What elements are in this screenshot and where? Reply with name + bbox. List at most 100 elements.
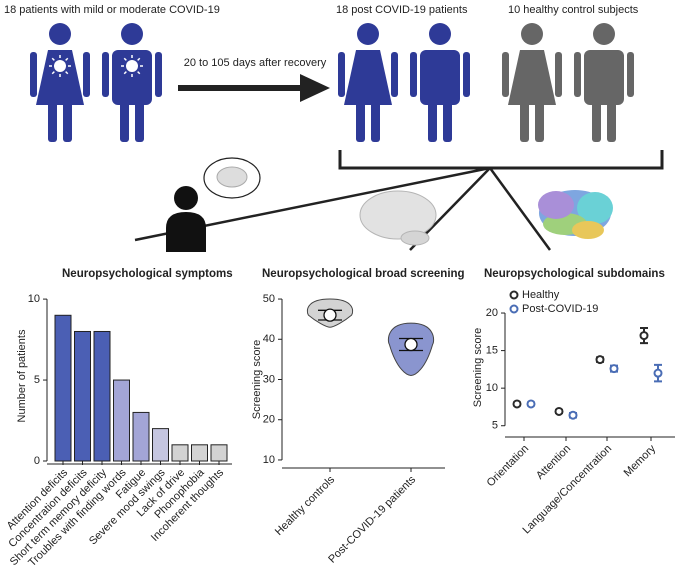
bar [54, 314, 72, 462]
speaker-icon [166, 157, 261, 252]
bar [210, 444, 228, 462]
brain-icon [359, 190, 437, 246]
arm [463, 52, 470, 97]
y-axis-label: Screening score [472, 328, 484, 408]
virus-spike [51, 57, 55, 61]
arm [338, 52, 345, 97]
legend-label: Post-COVID-19 [522, 303, 598, 315]
y-tick-label: 10 [28, 293, 40, 305]
group-label: 18 post COVID-19 patients [336, 4, 468, 16]
y-tick-label: 15 [486, 345, 498, 357]
bar [171, 444, 189, 462]
leg [135, 100, 144, 142]
y-tick-label: 40 [263, 333, 275, 345]
y-tick-label: 0 [34, 455, 40, 467]
chart-title: Neuropsychological subdomains [484, 268, 665, 280]
virus-spike [123, 57, 127, 61]
arm [627, 52, 634, 97]
mean-point [323, 308, 337, 322]
virus-spike [65, 71, 69, 75]
group-label: 18 patients with mild or moderate COVID-… [4, 4, 220, 16]
dress [508, 50, 556, 105]
arm [83, 52, 90, 97]
leg [371, 100, 380, 142]
leg [63, 100, 72, 142]
virus-spike [123, 71, 127, 75]
bar [93, 330, 111, 462]
torso [584, 50, 624, 105]
male-icon [102, 23, 162, 142]
chart-title: Neuropsychological broad screening [262, 268, 465, 280]
point [526, 399, 536, 409]
virus [54, 60, 66, 72]
bar [152, 428, 169, 462]
y-tick-label: 20 [486, 307, 498, 319]
dress [36, 50, 84, 105]
point [512, 399, 522, 409]
leg [428, 100, 437, 142]
legend-marker [509, 304, 519, 314]
leg [520, 100, 529, 142]
virus-spike [137, 71, 141, 75]
bracket [338, 150, 664, 170]
arm [30, 52, 37, 97]
y-tick-label: 50 [263, 293, 275, 305]
x-tick-label: Healthy controls [273, 473, 338, 538]
y-tick-label: 30 [263, 373, 275, 385]
bar [74, 330, 91, 462]
y-tick-label: 20 [263, 414, 275, 426]
y-axis-label: Number of patients [16, 329, 28, 422]
bar [113, 379, 130, 462]
leg [356, 100, 365, 142]
head [121, 23, 143, 45]
female-icon [338, 23, 398, 142]
chart-title: Neuropsychological symptoms [62, 268, 233, 280]
point [554, 406, 564, 416]
mean-point [404, 337, 418, 352]
group-label: 10 healthy control subjects [508, 4, 639, 16]
arm [155, 52, 162, 97]
head [357, 23, 379, 45]
male-icon [574, 23, 634, 142]
bar [191, 444, 208, 462]
arrow-label: 20 to 105 days after recovery [184, 57, 327, 69]
y-tick-label: 5 [492, 420, 498, 432]
legend-marker [509, 290, 519, 300]
virus-spike [65, 57, 69, 61]
leg [592, 100, 601, 142]
x-tick-label: Memory [622, 442, 659, 479]
arm [574, 52, 581, 97]
point [639, 331, 649, 341]
female-icon [502, 23, 562, 142]
y-tick-label: 10 [486, 382, 498, 394]
virus-spike [51, 71, 55, 75]
arrow [178, 74, 330, 102]
point [609, 364, 619, 374]
virus [126, 60, 138, 72]
dress [344, 50, 392, 105]
torso [420, 50, 460, 105]
female-icon [30, 23, 90, 142]
head [49, 23, 71, 45]
leg [48, 100, 57, 142]
arm [410, 52, 417, 97]
arm [555, 52, 562, 97]
torso [112, 50, 152, 105]
bar [132, 411, 150, 462]
arm [102, 52, 109, 97]
virus-spike [137, 57, 141, 61]
y-tick-label: 5 [34, 374, 40, 386]
leg [535, 100, 544, 142]
point [653, 368, 663, 378]
arm [391, 52, 398, 97]
x-tick-label: Attention [534, 443, 573, 482]
legend-label: Healthy [522, 289, 560, 301]
head [429, 23, 451, 45]
leg [607, 100, 616, 142]
x-tick-label: Post-COVID-19 patients [326, 473, 418, 565]
point [595, 355, 605, 365]
head [521, 23, 543, 45]
male-icon [410, 23, 470, 142]
leg [120, 100, 129, 142]
